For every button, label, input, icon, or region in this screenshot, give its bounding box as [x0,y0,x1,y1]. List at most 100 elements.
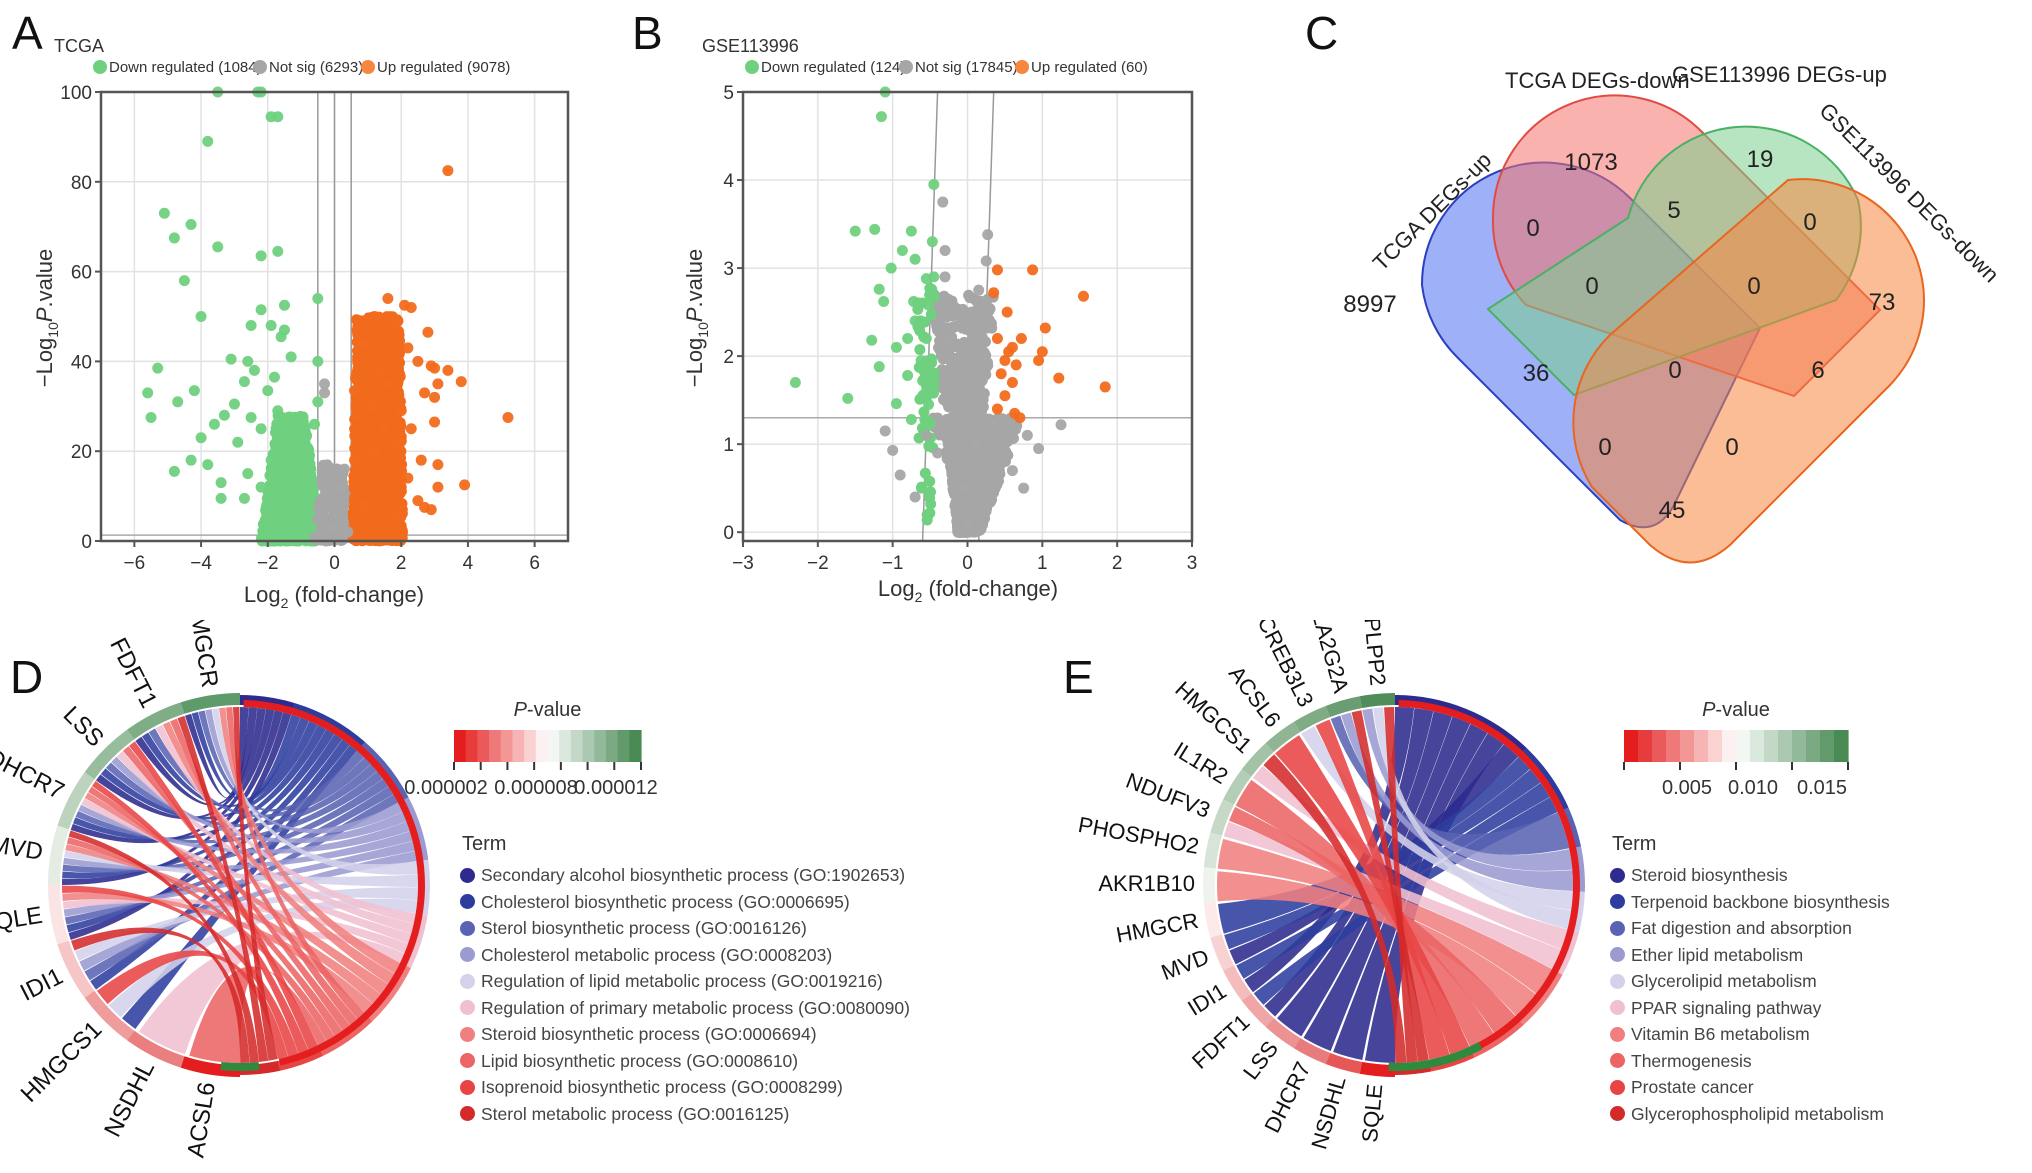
data-point [262,385,274,397]
data-point [958,482,970,494]
colorbar-step [570,730,584,762]
data-point [902,333,914,345]
legend-label: Regulation of primary metabolic process … [481,997,910,1018]
data-point [387,446,399,458]
colorbar-step [1722,730,1737,762]
data-point [379,423,391,435]
data-point [262,513,274,525]
data-point [395,405,407,417]
data-point [925,498,937,510]
data-point [412,355,424,367]
data-point [849,225,861,237]
data-point [1001,306,1013,318]
data-point [195,311,207,322]
venn-count-region: 5 [1667,197,1680,224]
data-point [215,477,227,489]
panel-label-a: A [12,7,43,59]
data-point [168,465,180,477]
data-point [185,454,197,466]
data-point [295,526,307,538]
data-point [145,412,157,424]
legend-item: Thermogenesis [1610,1048,1890,1075]
term-legend-title: Term [1612,833,1657,855]
data-point [195,432,207,444]
gene-arc [57,940,95,998]
legend-item: Fat digestion and absorption [1610,915,1890,942]
data-point [885,262,897,274]
data-point [316,476,328,488]
colorbar-step [1708,730,1723,762]
chord-ribbon [1218,756,1531,934]
gene-label: NSDHL [1306,1073,1350,1152]
legend-label: Steroid biosynthetic process (GO:0006694… [481,1024,817,1044]
data-point [232,436,244,448]
legend-dot-icon [1610,1026,1625,1042]
chord-ribbon [139,931,405,1055]
legend-label: Sterol biosynthetic process (GO:0016126) [481,918,807,938]
chord-ribbon [100,721,318,820]
legend-dot-icon [1610,947,1625,963]
legend-item: Steroid biosynthesis [1610,862,1890,889]
data-point [389,508,401,520]
data-point [318,378,330,390]
colorbar-step [582,730,595,762]
y-tick-label: 1 [723,435,734,456]
data-point [1014,412,1026,424]
data-point [142,387,154,399]
gene-arc [1325,1052,1362,1074]
legend-label: Steroid biosynthesis [1631,865,1788,885]
data-point [238,376,250,388]
gene-label: AKR1B10 [1098,871,1195,896]
gene-label: MVD [1158,944,1213,985]
data-point [866,334,878,346]
data-point [282,517,294,529]
data-point [248,364,260,376]
data-point [285,499,297,511]
gene-arc [1241,743,1274,777]
data-point [275,331,287,343]
venn-count-region: 0 [1585,273,1598,300]
y-tick-label: 20 [71,442,92,463]
data-point [308,418,320,430]
venn-count-region: 0 [1747,273,1760,300]
data-point [218,409,230,421]
data-point [369,453,381,465]
data-point [924,282,936,294]
venn-count-gse-down: 73 [1869,289,1896,316]
data-point [389,319,401,331]
legend-label: Cholesterol biosynthetic process (GO:000… [481,891,850,912]
data-point [875,111,887,123]
data-point [359,447,371,459]
x-tick-label: 2 [1112,553,1123,574]
venn-count-region: 0 [1598,434,1611,461]
data-point [312,293,324,305]
legend-item: Glycerophospholipid metabolism [1610,1101,1890,1128]
data-point [265,319,277,331]
data-point [973,284,985,296]
data-point [972,380,984,392]
gene-label: LSS [1238,1036,1283,1084]
gene-arc [48,885,69,945]
legend-dot-icon [1610,920,1625,936]
venn-count-tcga-up: 8997 [1343,291,1396,318]
venn-count-region: 36 [1523,360,1550,387]
legend-label-notsig: Not sig (6293) [269,59,363,76]
data-point [1007,432,1019,444]
data-point [944,375,956,387]
colorbar-step [605,730,619,762]
data-point [382,293,394,305]
data-point [387,533,399,545]
gene-arc [180,1056,240,1077]
data-point [1033,355,1045,367]
data-point [909,315,921,327]
gene-arc [1293,1038,1330,1065]
data-point [920,333,932,345]
chord-ribbons [1217,707,1573,1063]
data-points [789,86,1111,538]
data-point [976,457,988,469]
data-point [1015,333,1027,345]
data-point [432,378,444,390]
colorbar-step [1764,730,1779,762]
legend-label: Vitamin B6 metabolism [1631,1024,1810,1044]
colorbar-step [1666,730,1681,762]
